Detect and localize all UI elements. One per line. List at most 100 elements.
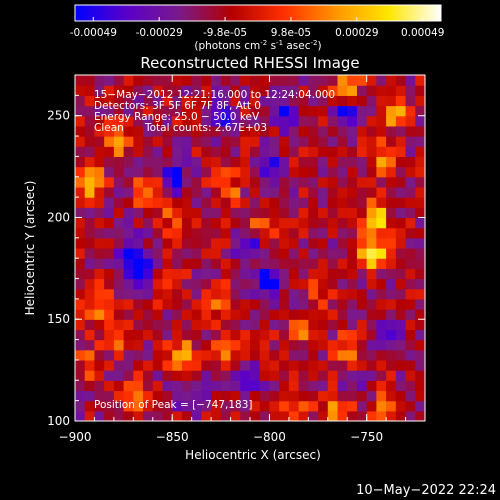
heatmap-cell (288, 237, 300, 249)
heatmap-cell (104, 237, 115, 249)
heatmap-cell (211, 176, 222, 188)
heatmap-cell (94, 309, 105, 320)
heatmap-cell (104, 105, 115, 117)
heatmap-cell (123, 268, 134, 280)
heatmap-cell (75, 186, 86, 198)
heatmap-cell (220, 400, 232, 412)
heatmap-cell (327, 197, 339, 208)
heatmap-cell (240, 258, 251, 269)
heatmap-cell (113, 370, 125, 381)
heatmap-cell (415, 319, 425, 331)
heatmap-cell (259, 227, 271, 239)
heatmap-cell (94, 207, 105, 219)
heatmap-cell (191, 349, 202, 361)
heatmap-cell (191, 237, 202, 249)
heatmap-cell (133, 248, 144, 259)
heatmap-cell (113, 349, 125, 361)
heatmap-cell (308, 85, 319, 96)
heatmap-cell (133, 95, 144, 107)
heatmap-cell (259, 359, 271, 371)
heatmap-cell (75, 329, 86, 341)
heatmap-cell (230, 166, 241, 178)
heatmap-cell (386, 298, 397, 310)
heatmap-cell (415, 136, 425, 147)
heatmap-cell (133, 115, 144, 127)
heatmap-cell (337, 227, 348, 239)
heatmap-cell (347, 309, 358, 320)
heatmap-cell (356, 370, 368, 381)
heatmap-cell (337, 217, 348, 229)
heatmap-cell (308, 136, 319, 147)
heatmap-cell (75, 95, 86, 107)
heatmap-cell (356, 268, 368, 280)
heatmap-cell (211, 329, 222, 341)
heatmap-cell (337, 146, 348, 158)
heatmap-cell (133, 105, 144, 117)
heatmap-cell (250, 339, 261, 351)
heatmap-cell (347, 95, 358, 107)
heatmap-cell (298, 258, 309, 269)
heatmap-cell (318, 207, 329, 219)
heatmap-cell (143, 319, 154, 331)
heatmap-cell (386, 166, 397, 178)
heatmap-cell (162, 370, 173, 381)
colorbar-tick-label: 0.00029 (335, 27, 378, 39)
heatmap-cell (143, 298, 154, 310)
heatmap-cell (133, 380, 144, 392)
heatmap-cell (143, 146, 154, 158)
heatmap-cell (113, 258, 125, 269)
heatmap-cell (298, 288, 309, 300)
heatmap-cell (162, 410, 173, 421)
heatmap-cell (84, 319, 96, 331)
heatmap-cell (298, 186, 309, 198)
heatmap-cell (347, 380, 358, 392)
heatmap-cell (415, 248, 425, 259)
heatmap-cell (172, 400, 183, 412)
heatmap-cell (211, 359, 222, 371)
heatmap-cell (376, 380, 387, 392)
heatmap-cell (366, 237, 377, 249)
heatmap-cell (211, 95, 222, 107)
heatmap-cell (240, 115, 251, 127)
heatmap-cell (201, 288, 212, 300)
heatmap-cell (240, 298, 251, 310)
heatmap-cell (113, 309, 125, 320)
heatmap-cell (75, 298, 86, 310)
heatmap-cell (162, 156, 173, 168)
heatmap-cell (250, 349, 261, 361)
heatmap-cell (94, 380, 105, 392)
heatmap-cell (230, 227, 241, 239)
heatmap-cell (133, 268, 144, 280)
heatmap-cell (395, 319, 407, 331)
heatmap-cell (123, 217, 134, 229)
heatmap-cell (250, 380, 261, 392)
heatmap-cell (288, 380, 300, 392)
heatmap-cell (308, 115, 319, 127)
heatmap-cell (191, 288, 202, 300)
heatmap-cell (395, 390, 407, 402)
heatmap-cell (123, 410, 134, 421)
heatmap-cell (220, 410, 232, 421)
heatmap-cell (259, 186, 271, 198)
heatmap-cell (269, 156, 280, 168)
heatmap-cell (220, 339, 232, 351)
heatmap-cell (211, 298, 222, 310)
heatmap-cell (386, 217, 397, 229)
y-axis-ticks: 100 150 200 250 (47, 74, 425, 428)
heatmap-cell (133, 166, 144, 178)
heatmap-cell (181, 125, 193, 137)
heatmap-cell (366, 136, 377, 147)
heatmap-cell (259, 217, 271, 229)
x-tick-label: −800 (253, 430, 286, 444)
heatmap-cell (347, 359, 358, 371)
heatmap-cell (327, 227, 339, 239)
heatmap-cell (75, 390, 86, 402)
heatmap-cell (386, 237, 397, 249)
heatmap-cell (201, 329, 212, 341)
heatmap-cell (191, 410, 202, 421)
heatmap-cell (230, 278, 241, 290)
heatmap-cell (269, 176, 280, 188)
heatmap-cell (288, 288, 300, 300)
heatmap-cell (337, 136, 348, 147)
heatmap-cell (123, 258, 134, 269)
